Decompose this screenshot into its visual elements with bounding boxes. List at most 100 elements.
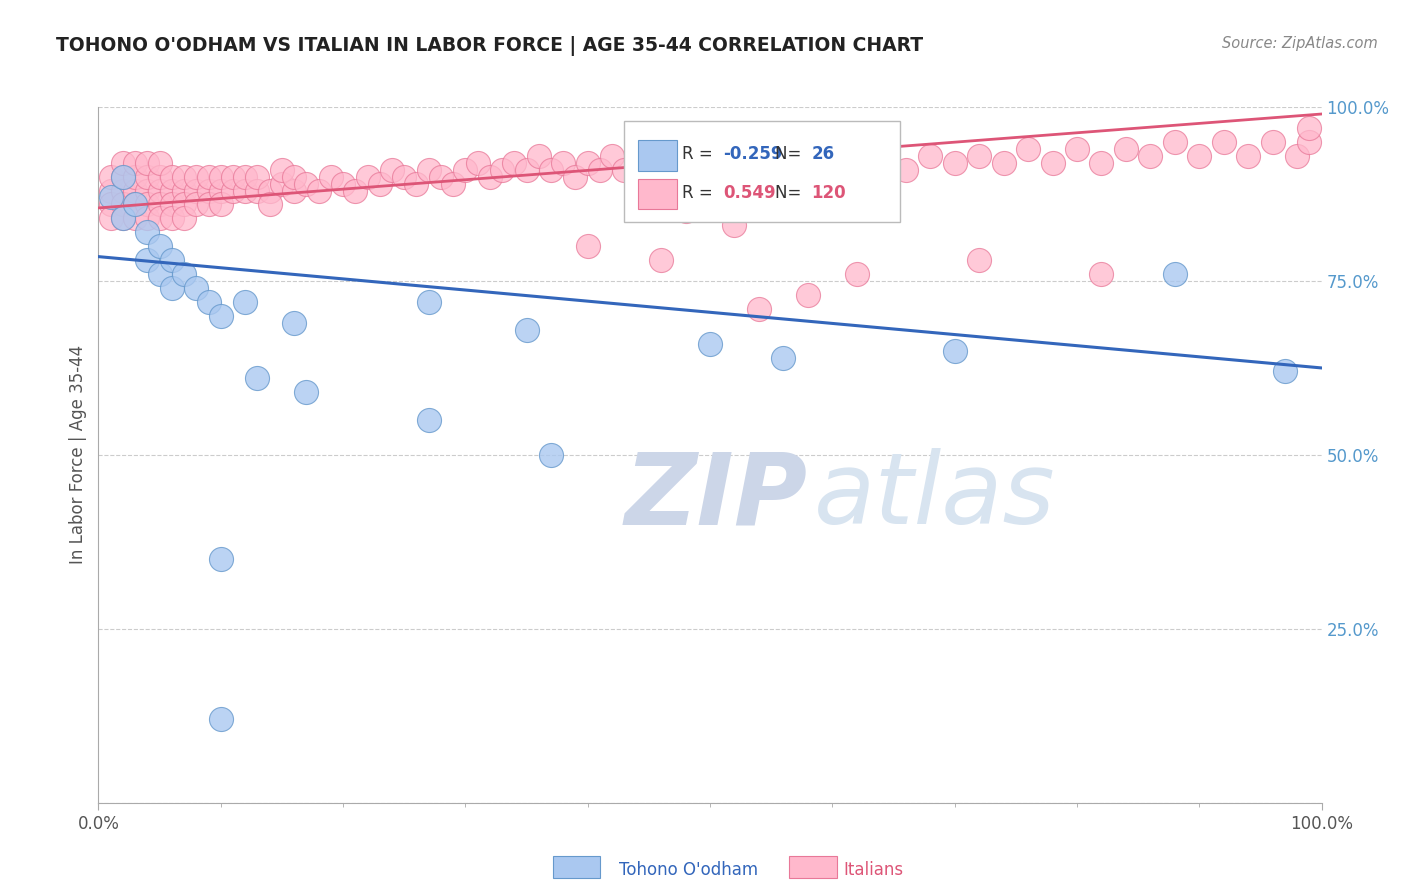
Point — [368, 177, 391, 191]
Point — [553, 155, 575, 169]
Point — [173, 184, 195, 198]
Point — [467, 155, 489, 169]
Text: 120: 120 — [811, 184, 846, 202]
Point — [662, 149, 685, 163]
Point — [149, 267, 172, 281]
Point — [1188, 149, 1211, 163]
FancyBboxPatch shape — [624, 121, 900, 222]
Point — [576, 239, 599, 253]
Point — [111, 169, 134, 184]
Text: ZIP: ZIP — [624, 448, 807, 545]
Point — [515, 162, 537, 177]
Point — [943, 155, 966, 169]
Point — [1090, 267, 1112, 281]
Point — [136, 197, 159, 211]
Text: Italians: Italians — [844, 861, 904, 879]
Point — [111, 211, 134, 226]
Point — [1017, 142, 1039, 156]
Point — [381, 162, 404, 177]
Point — [920, 149, 942, 163]
Point — [173, 169, 195, 184]
Point — [564, 169, 586, 184]
FancyBboxPatch shape — [789, 856, 837, 878]
Point — [186, 184, 208, 198]
Point — [197, 294, 219, 309]
Point — [111, 211, 134, 226]
Point — [943, 343, 966, 358]
Point — [233, 169, 256, 184]
Point — [797, 155, 820, 169]
Point — [295, 177, 318, 191]
Point — [100, 197, 122, 211]
FancyBboxPatch shape — [553, 856, 600, 878]
Point — [699, 155, 721, 169]
Point — [1164, 267, 1187, 281]
Point — [111, 155, 134, 169]
Text: TOHONO O'ODHAM VS ITALIAN IN LABOR FORCE | AGE 35-44 CORRELATION CHART: TOHONO O'ODHAM VS ITALIAN IN LABOR FORCE… — [56, 36, 924, 55]
Text: Tohono O'odham: Tohono O'odham — [619, 861, 758, 879]
Text: N=: N= — [775, 184, 807, 202]
Point — [576, 155, 599, 169]
Point — [160, 281, 183, 295]
Point — [246, 169, 269, 184]
Point — [283, 316, 305, 330]
Point — [441, 177, 464, 191]
Point — [111, 169, 134, 184]
FancyBboxPatch shape — [638, 178, 678, 210]
Point — [124, 197, 146, 211]
Point — [540, 162, 562, 177]
Point — [233, 184, 256, 198]
Point — [124, 155, 146, 169]
Point — [454, 162, 477, 177]
Point — [650, 162, 672, 177]
Point — [186, 281, 208, 295]
Point — [748, 301, 770, 316]
Point — [283, 184, 305, 198]
Text: 0.549: 0.549 — [724, 184, 776, 202]
Text: -0.259: -0.259 — [724, 145, 783, 163]
Point — [136, 184, 159, 198]
Point — [723, 219, 745, 233]
Point — [637, 155, 661, 169]
Point — [967, 149, 990, 163]
Point — [173, 211, 195, 226]
Point — [100, 184, 122, 198]
Text: 26: 26 — [811, 145, 835, 163]
Point — [418, 162, 440, 177]
Point — [332, 177, 354, 191]
Point — [100, 211, 122, 226]
Point — [418, 294, 440, 309]
Point — [1286, 149, 1309, 163]
FancyBboxPatch shape — [638, 140, 678, 171]
Point — [1115, 142, 1137, 156]
Point — [1042, 155, 1064, 169]
Text: N=: N= — [775, 145, 807, 163]
Point — [160, 184, 183, 198]
Point — [1164, 135, 1187, 149]
Point — [160, 169, 183, 184]
Point — [136, 155, 159, 169]
Text: R =: R = — [682, 184, 718, 202]
Point — [124, 197, 146, 211]
Point — [246, 184, 269, 198]
Text: Source: ZipAtlas.com: Source: ZipAtlas.com — [1222, 36, 1378, 51]
Point — [772, 351, 794, 365]
Point — [613, 162, 636, 177]
Point — [699, 336, 721, 351]
Point — [686, 169, 709, 184]
Point — [821, 149, 844, 163]
Point — [1066, 142, 1088, 156]
Y-axis label: In Labor Force | Age 35-44: In Labor Force | Age 35-44 — [69, 345, 87, 565]
Point — [100, 169, 122, 184]
Point — [845, 162, 868, 177]
Point — [540, 448, 562, 462]
Point — [209, 197, 232, 211]
Point — [1237, 149, 1260, 163]
Point — [1261, 135, 1284, 149]
Point — [136, 169, 159, 184]
Point — [124, 184, 146, 198]
Point — [111, 184, 134, 198]
Point — [270, 162, 294, 177]
Point — [209, 184, 232, 198]
Point — [772, 162, 794, 177]
